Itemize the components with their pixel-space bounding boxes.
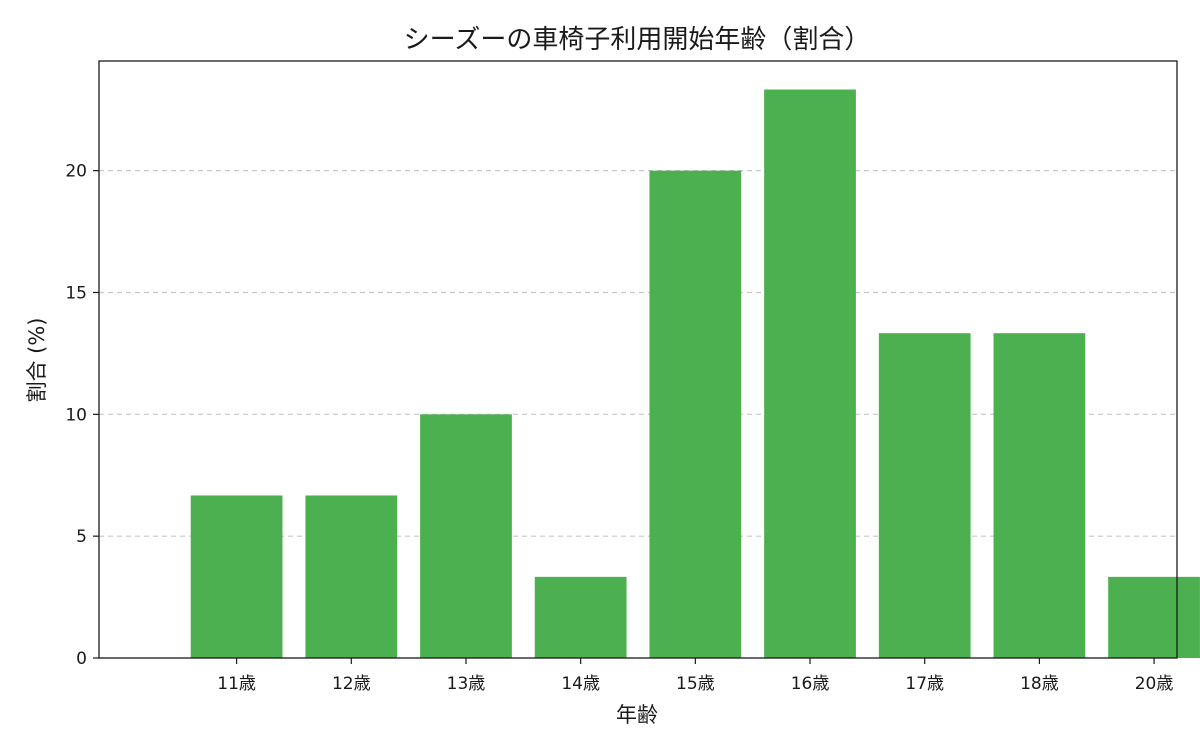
bar [993, 333, 1086, 658]
bar [649, 170, 742, 658]
axes [93, 60, 1178, 664]
bar [305, 495, 398, 658]
bar [190, 495, 283, 658]
bar [534, 576, 627, 658]
bars [190, 89, 1200, 659]
y-tick-label: 0 [76, 649, 87, 669]
x-tick-label: 11歳 [217, 674, 256, 694]
y-tick-label: 20 [65, 162, 87, 182]
bar [764, 89, 856, 659]
x-tick-label: 15歳 [676, 674, 715, 694]
tick-labels: 0 5 10 15 20 11歳 12歳 13歳 14歳 15歳 16歳 17歳 18歳 20歳 [65, 162, 1173, 694]
y-axis-label: 割合 (%) [25, 317, 49, 402]
plot-frame [98, 60, 1178, 659]
bar [878, 333, 971, 658]
x-tick-label: 18歳 [1020, 674, 1059, 694]
y-tick-label: 5 [76, 527, 87, 547]
x-tick-label: 14歳 [561, 674, 600, 694]
x-tick-label: 17歳 [905, 674, 944, 694]
bar [420, 414, 512, 658]
x-tick-label: 20歳 [1135, 674, 1174, 694]
x-axis-label: 年齢 [616, 703, 658, 727]
bar [1108, 576, 1200, 658]
chart-title: シーズーの車椅子利用開始年齢（割合） [404, 25, 871, 55]
y-tick-label: 10 [65, 405, 87, 425]
y-tick-label: 15 [65, 283, 87, 303]
x-tick-label: 16歳 [791, 674, 830, 694]
x-tick-label: 12歳 [332, 674, 371, 694]
x-tick-label: 13歳 [447, 674, 486, 694]
